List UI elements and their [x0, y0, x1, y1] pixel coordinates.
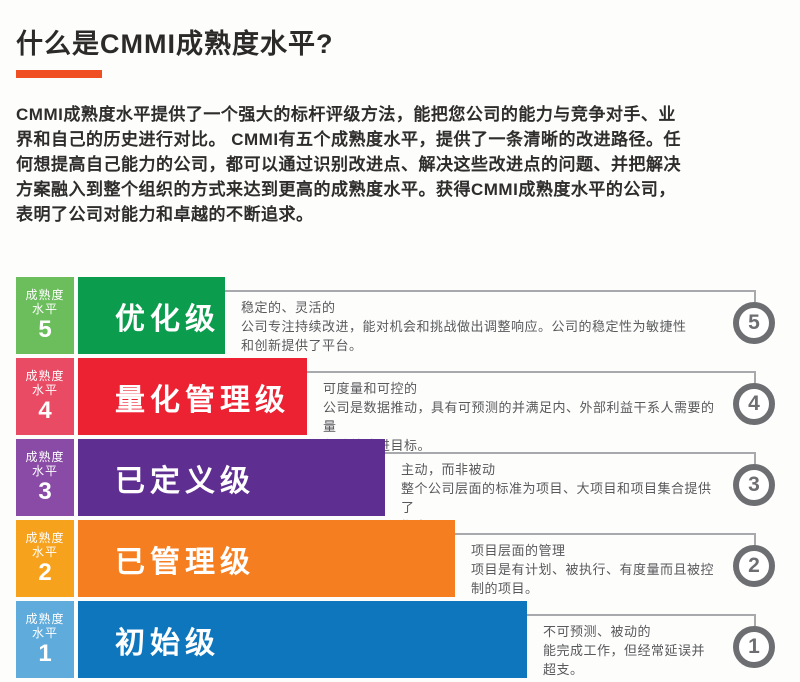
level-description-body: 公司专注持续改进，能对机会和挑战做出调整响应。公司的稳定性为敏捷性 和创新提供了…: [241, 319, 687, 353]
page-title: 什么是CMMI成熟度水平?: [16, 29, 334, 59]
level-badge: 成熟度 水平 1: [16, 601, 74, 678]
maturity-level-row: 成熟度 水平 1 初始级 1 不可预测、被动的 能完成工作，但经常延误并 超支。: [16, 601, 784, 678]
maturity-level-row: 成熟度 水平 3 已定义级 3 主动，而非被动 整个公司层面的标准为项目、大项目…: [16, 439, 784, 534]
level-number-circle: 5: [733, 302, 775, 344]
badge-label-line2: 水平: [31, 464, 58, 478]
level-bar: 已管理级: [78, 520, 455, 597]
badge-level-number: 3: [38, 478, 52, 505]
level-name: 已管理级: [115, 545, 255, 579]
maturity-level-row: 成熟度 水平 2 已管理级 2 项目层面的管理 项目是有计划、被执行、有度量而且…: [16, 520, 784, 597]
level-badge: 成熟度 水平 4: [16, 358, 74, 435]
level-number-circle: 4: [733, 383, 775, 425]
level-bar: 初始级: [78, 601, 527, 678]
badge-label-line1: 成熟度: [25, 450, 65, 464]
level-description-tagline: 稳定的、灵活的: [241, 300, 336, 315]
badge-level-number: 5: [38, 316, 52, 343]
level-badge: 成熟度 水平 5: [16, 277, 74, 354]
level-description: 项目层面的管理 项目是有计划、被执行、有度量而且被控 制的项目。: [471, 541, 724, 598]
intro-paragraph: CMMI成熟度水平提供了一个强大的标杆评级方法，能把您公司的能力与竞争对手、业 …: [16, 105, 682, 224]
badge-level-number: 2: [38, 559, 52, 586]
maturity-level-row: 成熟度 水平 4 量化管理级 4 可度量和可控的 公司是数据推动，具有可预测的并…: [16, 358, 784, 453]
badge-level-number: 1: [38, 640, 52, 667]
level-bar: 已定义级: [78, 439, 385, 516]
badge-label-line1: 成熟度: [25, 531, 65, 545]
level-description-tagline: 不可预测、被动的: [543, 624, 652, 639]
connector-line: [307, 371, 756, 383]
connector-line: [527, 614, 756, 626]
badge-label-line2: 水平: [31, 545, 58, 559]
level-name: 已定义级: [115, 464, 255, 498]
level-number-circle: 3: [733, 464, 775, 506]
levels-stack: 成熟度 水平 5 优化级 5 稳定的、灵活的 公司专注持续改进，能对机会和挑战做…: [16, 277, 784, 678]
level-description-body: 项目是有计划、被执行、有度量而且被控 制的项目。: [471, 562, 715, 596]
level-bar: 优化级: [78, 277, 225, 354]
connector-line: [385, 452, 756, 464]
level-number-circle: 1: [733, 626, 775, 668]
maturity-level-row: 成熟度 水平 5 优化级 5 稳定的、灵活的 公司专注持续改进，能对机会和挑战做…: [16, 277, 784, 354]
connector-line: [225, 290, 756, 302]
title-underline-bar: [16, 70, 102, 78]
badge-label-line2: 水平: [31, 302, 58, 316]
badge-label-line1: 成熟度: [25, 288, 65, 302]
level-name: 量化管理级: [115, 383, 290, 417]
level-badge: 成熟度 水平 2: [16, 520, 74, 597]
level-badge: 成熟度 水平 3: [16, 439, 74, 516]
level-number-circle: 2: [733, 545, 775, 587]
level-description: 稳定的、灵活的 公司专注持续改进，能对机会和挑战做出调整响应。公司的稳定性为敏捷…: [241, 298, 724, 355]
connector-line: [455, 533, 756, 545]
badge-level-number: 4: [38, 397, 52, 424]
badge-label-line2: 水平: [31, 383, 58, 397]
level-name: 优化级: [115, 302, 220, 336]
level-name: 初始级: [115, 626, 220, 660]
badge-label-line2: 水平: [31, 626, 58, 640]
level-description-body: 能完成工作，但经常延误并 超支。: [543, 643, 706, 677]
badge-label-line1: 成熟度: [25, 369, 65, 383]
badge-label-line1: 成熟度: [25, 612, 65, 626]
level-description: 不可预测、被动的 能完成工作，但经常延误并 超支。: [543, 622, 724, 679]
level-description-tagline: 主动，而非被动: [401, 462, 496, 477]
level-description-tagline: 项目层面的管理: [471, 543, 566, 558]
level-description-tagline: 可度量和可控的: [323, 381, 418, 396]
level-bar: 量化管理级: [78, 358, 307, 435]
